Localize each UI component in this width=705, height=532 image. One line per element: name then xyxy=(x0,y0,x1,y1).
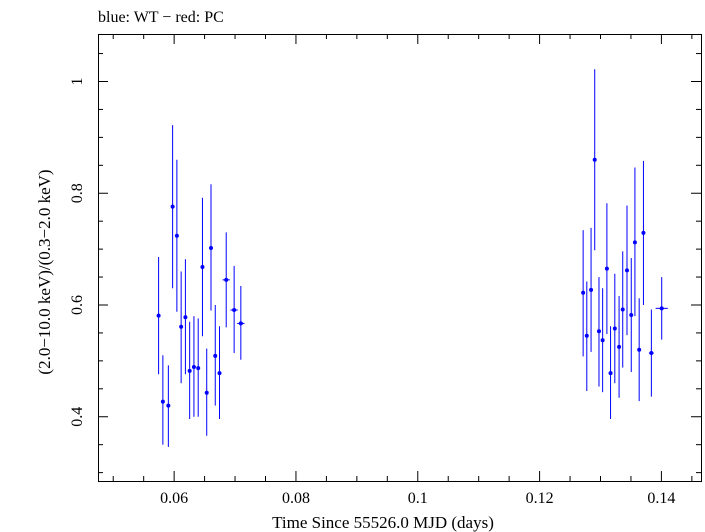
data-point xyxy=(196,318,201,417)
x-tick-label: 0.06 xyxy=(160,490,188,507)
point-marker xyxy=(238,321,243,326)
y-axis-label: (2.0−10.0 keV)/(0.3−2.0 keV) xyxy=(35,169,54,374)
point-marker xyxy=(581,290,586,295)
point-marker xyxy=(620,307,625,312)
point-marker xyxy=(584,333,589,338)
point-marker xyxy=(612,326,617,331)
data-point xyxy=(183,259,188,375)
data-point xyxy=(592,69,597,251)
point-marker xyxy=(589,287,594,292)
data-point xyxy=(632,167,637,317)
point-marker xyxy=(191,365,196,370)
point-marker xyxy=(592,157,597,162)
point-marker xyxy=(213,353,218,358)
point-marker xyxy=(187,368,192,373)
data-points xyxy=(156,69,668,447)
data-point xyxy=(584,281,589,392)
point-marker xyxy=(183,315,188,320)
point-marker xyxy=(629,313,634,318)
point-marker xyxy=(624,268,629,273)
data-point xyxy=(641,160,646,305)
data-point xyxy=(589,227,594,352)
point-marker xyxy=(232,308,237,313)
data-point xyxy=(604,203,609,335)
x-tick-label: 0.12 xyxy=(526,490,554,507)
tick-labels: 0.06 0.08 0.1 0.12 0.14 0.4 0.6 0.8 1 xyxy=(69,77,675,507)
point-marker xyxy=(217,371,222,376)
data-point xyxy=(612,273,617,384)
point-marker xyxy=(204,390,209,395)
data-point xyxy=(222,232,230,328)
data-point xyxy=(637,298,642,402)
chart-title: blue: WT − red: PC xyxy=(98,9,224,26)
point-marker xyxy=(174,233,179,238)
point-marker xyxy=(600,338,605,343)
point-marker xyxy=(608,371,613,376)
data-point xyxy=(200,197,205,337)
point-marker xyxy=(596,329,601,334)
data-point xyxy=(655,277,668,340)
point-marker xyxy=(649,351,654,356)
point-marker xyxy=(637,347,642,352)
point-marker xyxy=(632,240,637,245)
data-point xyxy=(600,288,605,393)
y-tick-label: 0.4 xyxy=(69,407,86,427)
point-marker xyxy=(170,204,175,209)
data-point xyxy=(213,304,218,406)
point-marker xyxy=(200,264,205,269)
point-marker xyxy=(617,344,622,349)
x-tick-label: 0.14 xyxy=(647,490,675,507)
data-point xyxy=(230,265,238,354)
x-axis-label: Time Since 55526.0 MJD (days) xyxy=(272,513,494,532)
data-point xyxy=(174,159,179,312)
data-point xyxy=(170,125,175,289)
data-point xyxy=(166,365,171,447)
point-marker xyxy=(208,246,213,251)
data-point xyxy=(208,184,213,311)
point-marker xyxy=(641,230,646,235)
point-marker xyxy=(196,366,201,371)
plot-frame xyxy=(98,34,702,482)
point-marker xyxy=(160,399,165,404)
data-point xyxy=(191,316,196,417)
data-point xyxy=(629,258,634,373)
y-tick-label: 0.6 xyxy=(69,295,86,315)
data-point xyxy=(187,321,192,419)
point-marker xyxy=(604,266,609,271)
data-point xyxy=(648,309,654,397)
data-point xyxy=(217,326,222,419)
data-point xyxy=(156,256,161,375)
point-marker xyxy=(156,313,161,318)
data-point xyxy=(179,271,184,384)
y-tick-label: 1 xyxy=(69,77,86,85)
x-tick-label: 0.1 xyxy=(408,490,428,507)
y-tick-label: 0.8 xyxy=(69,183,86,203)
point-marker xyxy=(166,403,171,408)
data-point xyxy=(237,285,245,360)
point-marker xyxy=(659,306,664,311)
data-point xyxy=(608,326,613,419)
x-tick-label: 0.08 xyxy=(282,490,310,507)
data-point xyxy=(160,355,165,445)
point-marker xyxy=(224,277,229,282)
data-point xyxy=(617,296,622,398)
data-point xyxy=(204,348,209,436)
point-marker xyxy=(179,324,184,329)
data-point xyxy=(624,205,629,336)
data-point xyxy=(581,230,586,357)
data-point xyxy=(596,277,601,387)
data-point xyxy=(620,251,625,368)
